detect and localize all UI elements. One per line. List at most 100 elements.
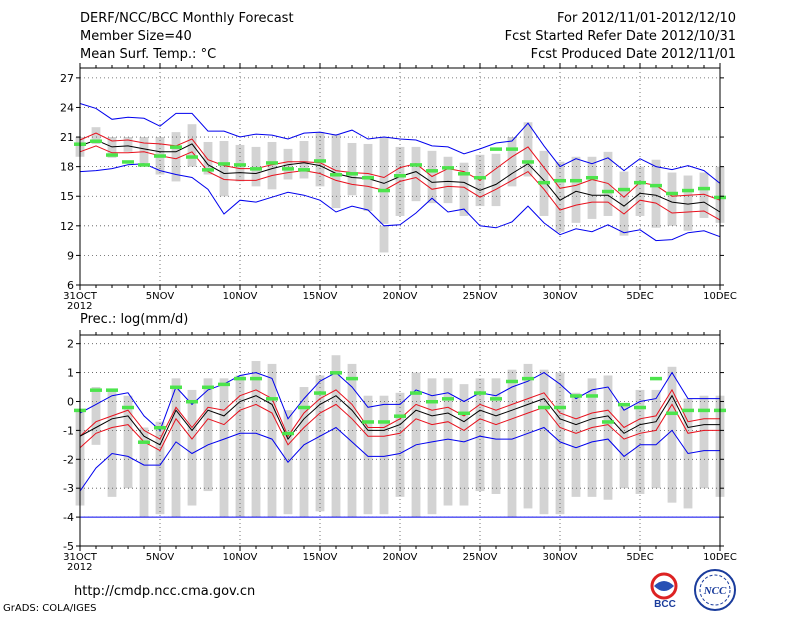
ncc-logo-text: NCC [703, 585, 727, 597]
forecast-started: Fcst Started Refer Date 2012/10/31 [504, 29, 736, 44]
website-url[interactable]: http://cmdp.ncc.cma.gov.cn [74, 584, 256, 599]
observed-marker [186, 399, 198, 404]
y-tick-label: 24 [60, 101, 74, 114]
series-line-lower [79, 403, 720, 452]
ensemble-box [91, 127, 101, 144]
observed-marker [138, 440, 150, 444]
observed-marker [282, 431, 294, 436]
observed-marker [618, 402, 630, 407]
y-tick-label: -1 [63, 424, 74, 437]
ensemble-box [235, 375, 245, 518]
ensemble-box [299, 140, 309, 179]
grads-credit: GrADS: COLA/IGES [3, 603, 97, 614]
ensemble-box [219, 140, 229, 197]
observed-marker [410, 391, 422, 395]
x-tick-label: 31OCT [63, 552, 98, 563]
ensemble-box [299, 387, 309, 518]
observed-marker [458, 172, 470, 176]
observed-marker [250, 167, 262, 171]
precip-subtitle: Prec.: log(mm/d) [80, 312, 188, 327]
observed-marker [666, 411, 678, 416]
x-tick-label: 10NOV [223, 552, 258, 563]
x-tick-label: 20NOV [383, 552, 418, 563]
y-tick-label: 9 [67, 249, 74, 262]
ensemble-box [587, 156, 597, 219]
ensemble-box [171, 132, 181, 182]
observed-marker [570, 178, 582, 183]
x-tick-label: 10DEC [703, 552, 737, 563]
observed-marker [314, 159, 326, 163]
ensemble-box [267, 141, 277, 190]
ensemble-box [283, 148, 293, 180]
observed-marker [378, 188, 390, 193]
observed-marker [90, 139, 102, 143]
x-tick-label: 30NOV [543, 552, 578, 563]
ensemble-box [123, 395, 133, 489]
x-tick-label: 31OCT [63, 291, 98, 302]
ensemble-box [443, 156, 453, 204]
ensemble-box [251, 361, 261, 518]
ensemble-box [635, 166, 645, 216]
ensemble-box [507, 369, 517, 518]
ncc-logo-ring [694, 569, 736, 611]
ensemble-box [187, 389, 197, 506]
bcc-logo-ring [650, 572, 678, 600]
y-tick-label: 1 [67, 367, 74, 380]
observed-marker [378, 420, 390, 424]
y-tick-label: 2 [67, 338, 74, 351]
observed-marker [602, 189, 614, 194]
x-year-label: 2012 [67, 301, 92, 312]
observed-marker [666, 191, 678, 196]
observed-marker [426, 169, 438, 173]
ensemble-box [651, 389, 661, 489]
y-tick-label: 12 [60, 220, 74, 233]
observed-marker [266, 397, 278, 401]
observed-marker [474, 175, 486, 180]
ensemble-box [379, 395, 389, 515]
x-tick-label: 5DEC [626, 291, 653, 302]
observed-marker [538, 405, 550, 410]
series-line-min [79, 163, 721, 242]
observed-marker [362, 420, 374, 424]
observed-marker [554, 178, 566, 183]
observed-marker [346, 376, 358, 381]
y-tick-label: -5 [63, 540, 74, 553]
x-tick-label: 5NOV [146, 552, 175, 563]
observed-marker [154, 154, 166, 158]
variable-label: Mean Surf. Temp.: °C [80, 47, 217, 62]
observed-marker [506, 147, 518, 151]
series-line-upper [79, 132, 721, 201]
x-year-label: 2012 [67, 562, 92, 573]
ensemble-box [651, 159, 661, 228]
observed-marker [602, 420, 614, 424]
observed-marker [234, 163, 246, 167]
observed-marker [106, 388, 118, 392]
ensemble-box [203, 141, 213, 175]
observed-marker [698, 186, 710, 191]
ensemble-box [459, 162, 469, 216]
ensemble-box [619, 404, 629, 489]
y-tick-label: -4 [63, 511, 74, 524]
observed-marker [298, 405, 310, 410]
observed-marker [138, 163, 150, 167]
observed-marker [154, 425, 166, 430]
ensemble-box [267, 363, 277, 518]
observed-marker [394, 174, 406, 178]
observed-marker [410, 163, 422, 167]
x-tick-label: 5DEC [626, 552, 653, 563]
observed-marker [570, 394, 582, 398]
y-tick-label: -3 [63, 482, 74, 495]
ensemble-box [443, 378, 453, 506]
observed-marker [682, 408, 694, 413]
ensemble-box [587, 378, 597, 497]
y-tick-label: 6 [67, 279, 74, 292]
observed-marker [186, 155, 198, 159]
observed-marker [426, 399, 438, 404]
x-tick-label: 30NOV [543, 291, 578, 302]
observed-marker [282, 167, 294, 171]
forecast-produced: Fcst Produced Date 2012/11/01 [530, 47, 736, 62]
bcc-logo-text: BCC [654, 599, 676, 610]
observed-marker [202, 168, 214, 172]
ensemble-box [475, 378, 485, 492]
observed-marker [442, 397, 454, 401]
